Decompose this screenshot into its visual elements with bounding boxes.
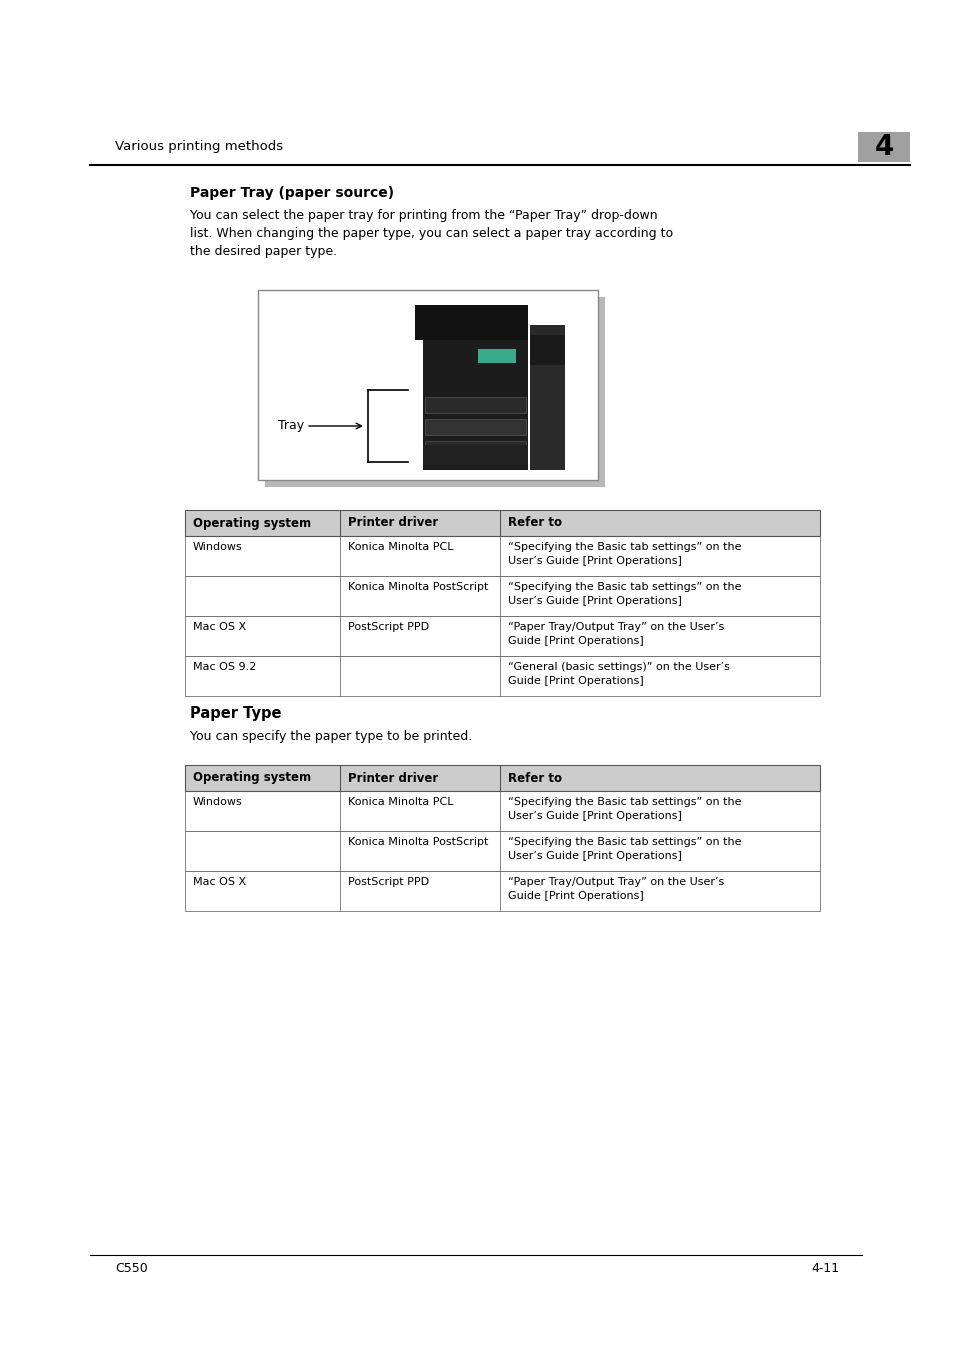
Text: Refer to: Refer to xyxy=(507,517,561,529)
Text: Operating system: Operating system xyxy=(193,517,311,529)
Bar xyxy=(185,536,820,576)
Text: “General (basic settings)” on the User’s
Guide [Print Operations]: “General (basic settings)” on the User’s… xyxy=(507,662,729,686)
Bar xyxy=(185,656,820,697)
Bar xyxy=(185,832,820,871)
Text: “Paper Tray/Output Tray” on the User’s
Guide [Print Operations]: “Paper Tray/Output Tray” on the User’s G… xyxy=(507,878,723,900)
Text: Konica Minolta PCL: Konica Minolta PCL xyxy=(348,796,453,807)
Text: Paper Tray (paper source): Paper Tray (paper source) xyxy=(190,186,394,200)
Bar xyxy=(185,616,820,656)
Text: Tray: Tray xyxy=(277,420,304,432)
Text: Konica Minolta PCL: Konica Minolta PCL xyxy=(348,541,453,552)
Bar xyxy=(530,325,564,470)
Bar xyxy=(185,510,820,536)
Text: “Specifying the Basic tab settings” on the
User’s Guide [Print Operations]: “Specifying the Basic tab settings” on t… xyxy=(507,837,740,861)
Text: Operating system: Operating system xyxy=(193,771,311,784)
Bar xyxy=(422,446,527,464)
Text: Printer driver: Printer driver xyxy=(348,517,437,529)
Text: You can specify the paper type to be printed.: You can specify the paper type to be pri… xyxy=(190,730,472,742)
Text: Windows: Windows xyxy=(193,541,242,552)
Text: Mac OS 9.2: Mac OS 9.2 xyxy=(193,662,256,672)
Bar xyxy=(530,335,564,365)
Text: Konica Minolta PostScript: Konica Minolta PostScript xyxy=(348,837,488,846)
Text: 4: 4 xyxy=(873,134,893,161)
Bar xyxy=(477,350,516,363)
Text: PostScript PPD: PostScript PPD xyxy=(348,878,429,887)
Text: the desired paper type.: the desired paper type. xyxy=(190,244,336,258)
Bar xyxy=(257,290,598,481)
Bar xyxy=(185,765,820,791)
Bar xyxy=(422,305,527,470)
Text: “Paper Tray/Output Tray” on the User’s
Guide [Print Operations]: “Paper Tray/Output Tray” on the User’s G… xyxy=(507,622,723,647)
Bar xyxy=(265,297,604,487)
Text: PostScript PPD: PostScript PPD xyxy=(348,622,429,632)
Text: Printer driver: Printer driver xyxy=(348,771,437,784)
Bar xyxy=(415,305,527,340)
Text: Windows: Windows xyxy=(193,796,242,807)
Bar xyxy=(857,132,909,162)
Text: “Specifying the Basic tab settings” on the
User’s Guide [Print Operations]: “Specifying the Basic tab settings” on t… xyxy=(507,541,740,566)
Text: Paper Type: Paper Type xyxy=(190,706,281,721)
Text: 4-11: 4-11 xyxy=(811,1262,840,1274)
Bar xyxy=(185,871,820,911)
Bar xyxy=(424,418,525,435)
Bar xyxy=(424,397,525,413)
Bar xyxy=(185,765,820,791)
Bar xyxy=(185,576,820,616)
Bar xyxy=(185,791,820,832)
Bar xyxy=(185,510,820,536)
Text: Refer to: Refer to xyxy=(507,771,561,784)
Text: You can select the paper tray for printing from the “Paper Tray” drop-down: You can select the paper tray for printi… xyxy=(190,209,657,221)
Bar xyxy=(424,441,525,458)
Text: “Specifying the Basic tab settings” on the
User’s Guide [Print Operations]: “Specifying the Basic tab settings” on t… xyxy=(507,582,740,606)
Text: “Specifying the Basic tab settings” on the
User’s Guide [Print Operations]: “Specifying the Basic tab settings” on t… xyxy=(507,796,740,821)
Text: Various printing methods: Various printing methods xyxy=(115,140,283,153)
Text: Konica Minolta PostScript: Konica Minolta PostScript xyxy=(348,582,488,593)
Text: Mac OS X: Mac OS X xyxy=(193,878,246,887)
Text: list. When changing the paper type, you can select a paper tray according to: list. When changing the paper type, you … xyxy=(190,227,673,240)
Text: Mac OS X: Mac OS X xyxy=(193,622,246,632)
Text: C550: C550 xyxy=(115,1262,148,1274)
